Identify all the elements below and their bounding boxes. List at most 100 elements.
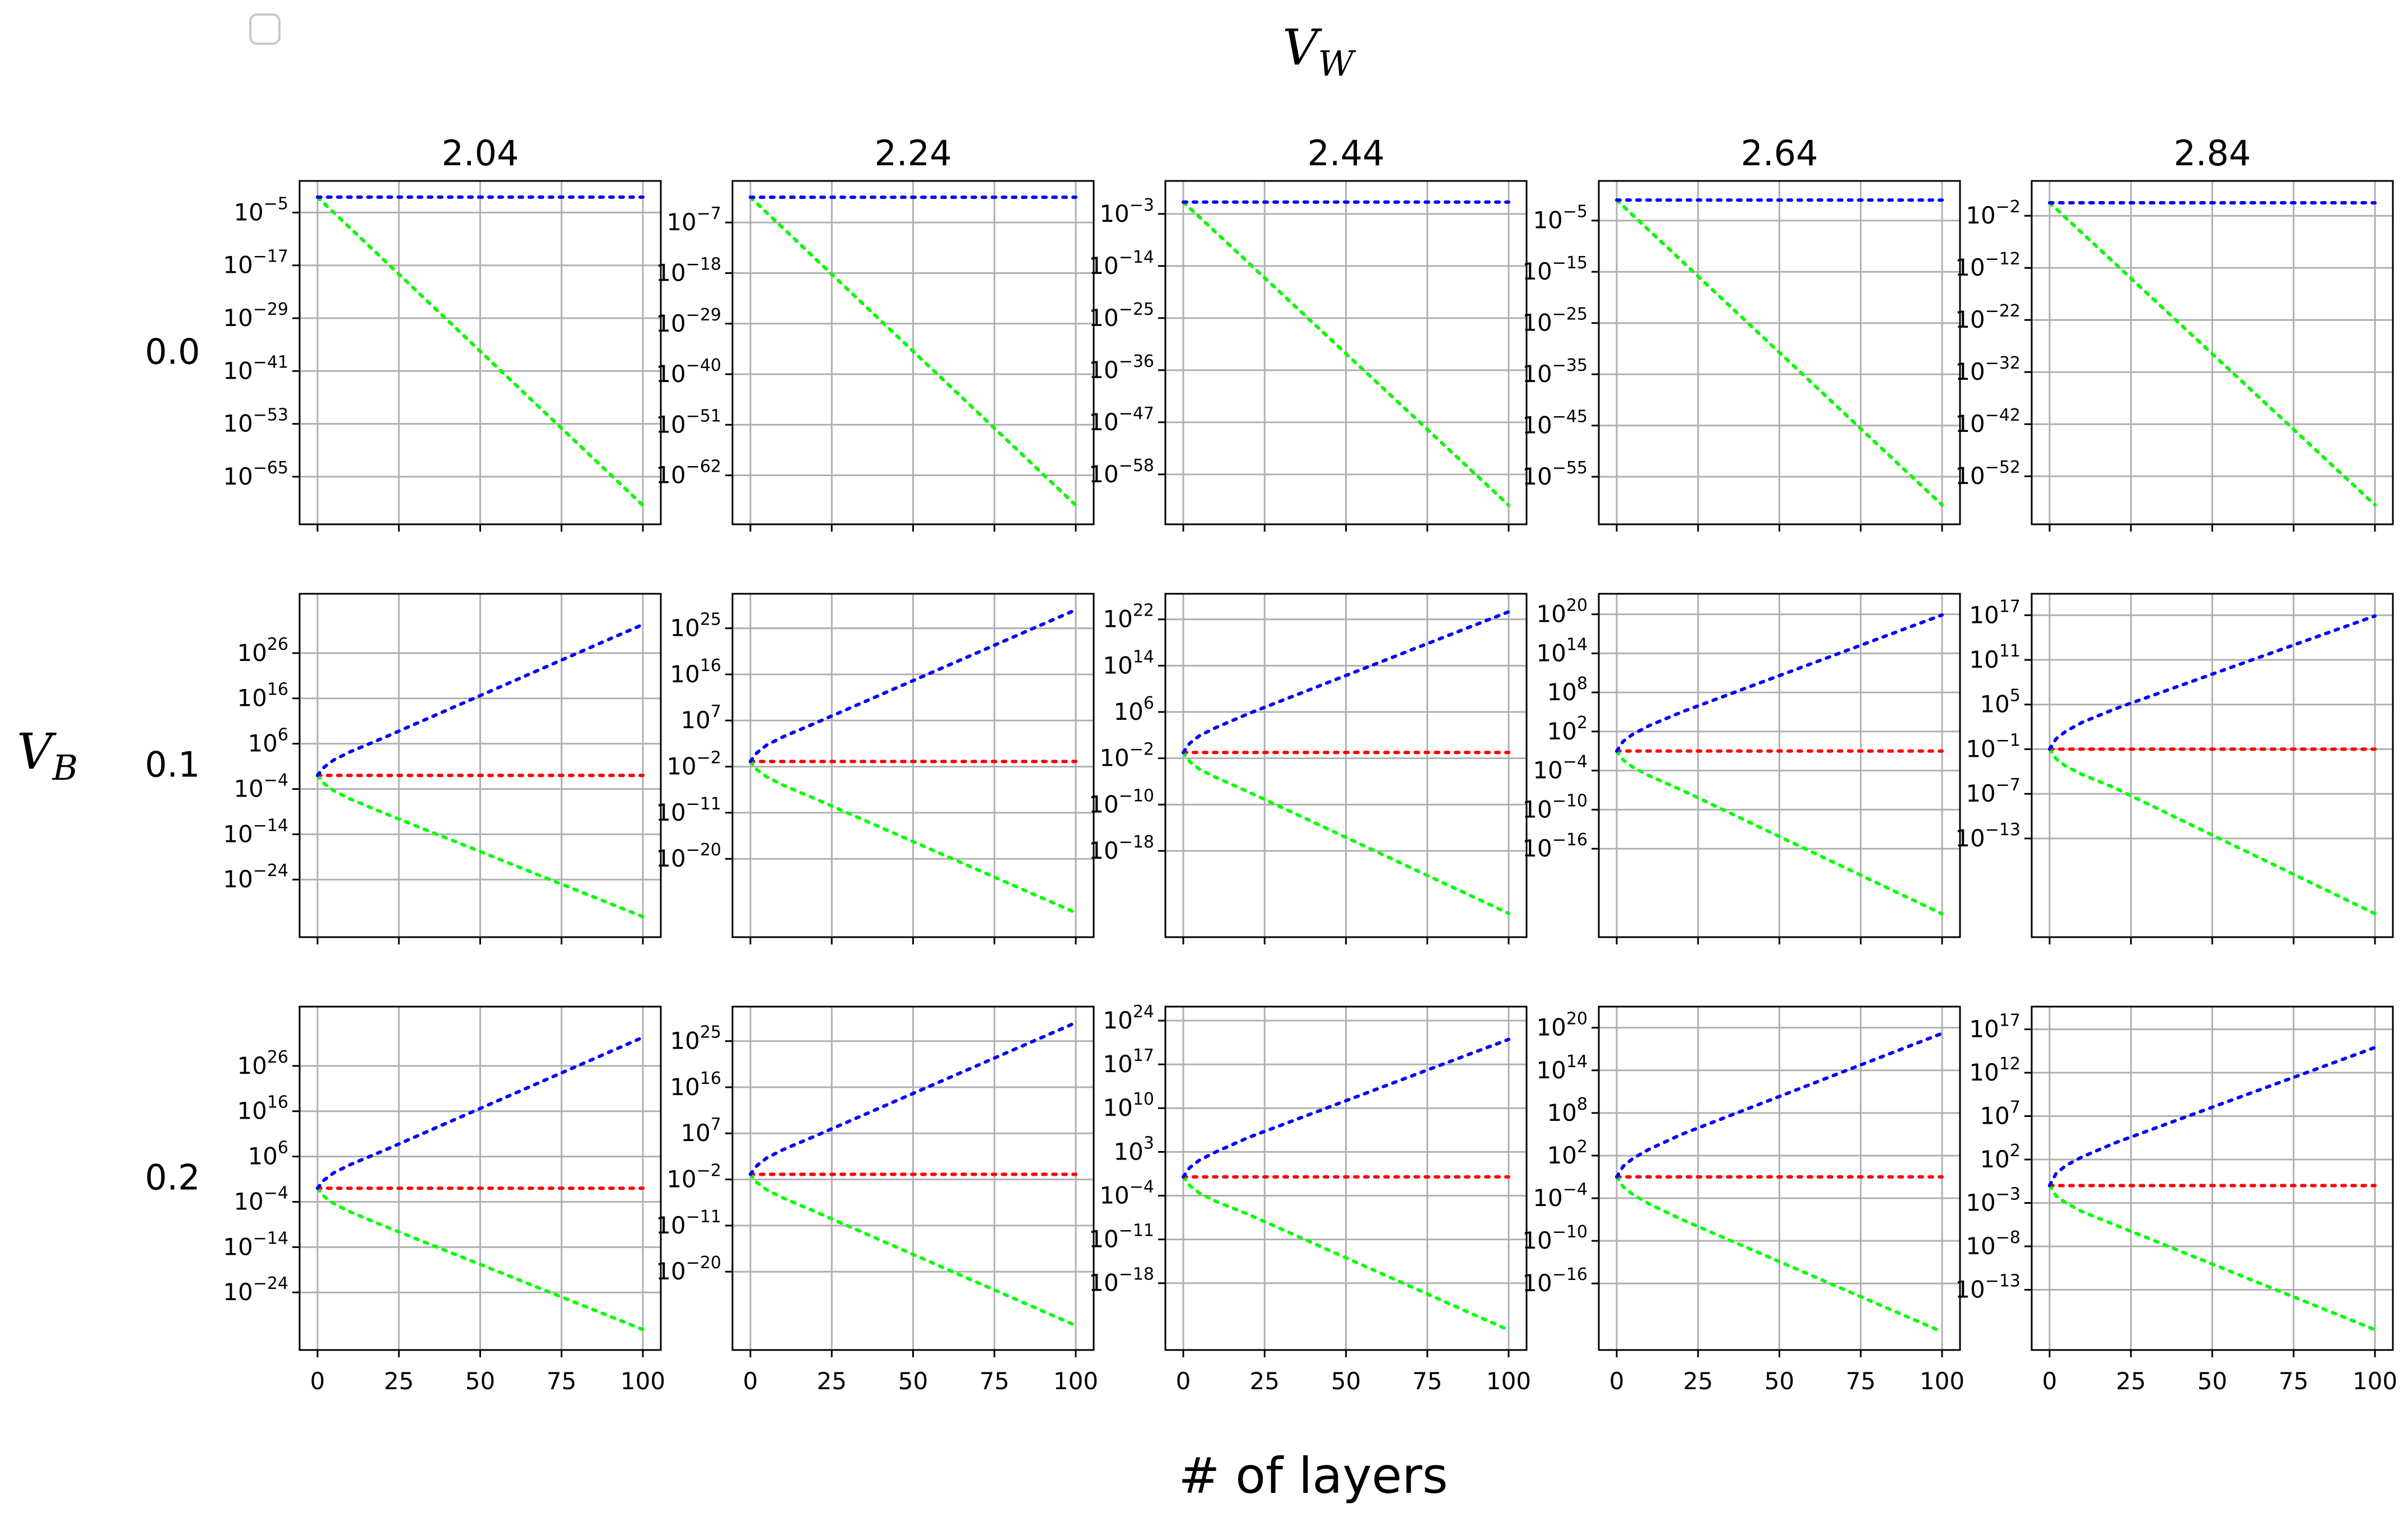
y-tick-label: 10−40 — [656, 356, 721, 388]
y-tick-label: 10−18 — [1089, 1265, 1154, 1297]
y-tick-label: 1016 — [237, 680, 288, 712]
figure-title-subscript: W — [1318, 43, 1356, 84]
x-tick-label: 50 — [465, 1367, 495, 1395]
series-line-blue — [316, 1035, 645, 1190]
panel-frame — [298, 593, 662, 938]
series-line-blue — [1182, 610, 1510, 755]
y-tick-label: 10−20 — [656, 1253, 721, 1285]
y-tick-label: 106 — [248, 725, 288, 757]
panel-frame — [1598, 1005, 1961, 1351]
panel-0.1-2.24: 1025 1016 107 10−2 10−11 10−20 — [656, 593, 1095, 944]
y-tick-label: 10−11 — [656, 1207, 721, 1239]
y-tick-label: 1016 — [237, 1093, 288, 1125]
column-label-4: 2.84 — [2173, 133, 2251, 174]
series-group — [1182, 1037, 1510, 1332]
x-tick-label: 0 — [1176, 1367, 1191, 1395]
y-tick-label: 10−8 — [1966, 1228, 2020, 1260]
y-tick-label: 10−4 — [1533, 752, 1588, 784]
panel-0.1-2.84: 1017 1011 105 10−1 10−7 10−13 — [1955, 593, 2394, 944]
y-tick-label: 10−29 — [656, 305, 721, 337]
y-tick-label: 10−5 — [1533, 202, 1588, 234]
y-tick-label: 102 — [1547, 713, 1588, 745]
y-tick-label: 1025 — [670, 610, 721, 642]
y-tick-label: 10−14 — [1089, 248, 1154, 280]
series-line-green — [1615, 198, 1944, 507]
series-line-blue — [2048, 1046, 2377, 1188]
series-line-blue — [1615, 1031, 1944, 1179]
y-tick-label: 10−22 — [1955, 301, 2020, 333]
panel-frame — [731, 593, 1095, 938]
y-tick-label: 10−14 — [223, 816, 288, 848]
series-line-green — [1182, 200, 1510, 507]
x-tick-label: 100 — [620, 1367, 665, 1395]
y-tick-label: 10−25 — [1089, 300, 1154, 332]
panel-frame — [731, 1005, 1095, 1351]
column-label-0: 2.04 — [441, 133, 519, 174]
y-tick-label: 10−24 — [223, 861, 288, 893]
y-tick-label: 107 — [680, 1115, 721, 1147]
y-tick-label: 107 — [680, 702, 721, 734]
y-tick-label: 1017 — [1969, 1011, 2020, 1043]
y-tick-label: 10−2 — [666, 748, 721, 780]
series-group — [1615, 198, 1944, 507]
series-group — [2048, 1046, 2377, 1332]
x-tick-label: 25 — [817, 1367, 847, 1395]
panel-frame — [2031, 1005, 2394, 1351]
y-tick-label: 10−20 — [656, 840, 721, 872]
x-tick-label: 75 — [1412, 1367, 1442, 1395]
y-tick-label: 108 — [1547, 674, 1588, 706]
series-line-green — [316, 1186, 645, 1332]
y-tick-label: 10−47 — [1089, 404, 1154, 436]
panel-0.2-2.84: 0 25 50 75 100 1017 1012 107 102 10−3 10−8 10−13 — [1955, 1005, 2397, 1395]
y-tick-label: 10−36 — [1089, 352, 1154, 384]
series-line-green — [2048, 1184, 2377, 1332]
y-tick-label: 10−4 — [234, 1183, 288, 1215]
checkbox-icon[interactable] — [249, 13, 281, 45]
panel-0.1-2.44: 1022 1014 106 10−2 10−10 10−18 — [1089, 593, 1528, 944]
x-tick-label: 100 — [2353, 1367, 2397, 1395]
x-tick-label: 0 — [743, 1367, 758, 1395]
y-tick-label: 10−29 — [223, 300, 288, 332]
y-tick-label: 10−11 — [1089, 1221, 1154, 1253]
y-tick-label: 1017 — [1103, 1046, 1154, 1078]
y-tick-label: 1014 — [1536, 635, 1588, 667]
y-tick-label: 10−2 — [666, 1161, 721, 1193]
series-group — [1182, 200, 1510, 507]
series-group — [1182, 610, 1510, 915]
y-tick-label: 10−13 — [1955, 1272, 2020, 1303]
x-tick-label: 75 — [2279, 1367, 2308, 1395]
panel-frame — [1598, 593, 1961, 938]
y-tick-label: 10−53 — [223, 406, 288, 437]
y-tick-label: 10−25 — [1522, 305, 1588, 337]
y-tick-label: 102 — [1980, 1141, 2020, 1173]
series-group — [316, 622, 645, 919]
figure-title: VW — [1282, 18, 1356, 84]
series-group — [1615, 1031, 1944, 1334]
y-tick-label: 10−45 — [1522, 407, 1588, 439]
series-line-blue — [749, 1021, 1077, 1176]
y-tick-label: 10−2 — [1099, 740, 1154, 772]
series-line-blue — [1615, 613, 1944, 753]
y-tick-label: 10−3 — [1099, 195, 1154, 227]
panel-frame — [1164, 1005, 1528, 1351]
series-line-blue — [749, 608, 1077, 764]
series-line-blue — [1182, 1037, 1510, 1179]
y-tick-label: 10−18 — [1089, 832, 1154, 864]
x-tick-label: 0 — [1609, 1367, 1625, 1395]
y-tick-label: 10−14 — [223, 1228, 288, 1260]
panel-0.0-2.44: 10−3 10−14 10−25 10−36 10−47 10−58 — [1089, 180, 1528, 532]
y-tick-label: 10−10 — [1522, 1222, 1588, 1254]
series-line-green — [1615, 1175, 1944, 1334]
y-tick-label: 10−24 — [223, 1274, 288, 1306]
y-tick-label: 10−51 — [656, 406, 721, 438]
series-line-green — [749, 1172, 1077, 1328]
series-line-green — [2048, 201, 2377, 507]
y-tick-label: 10−4 — [1533, 1180, 1588, 1212]
y-tick-label: 1026 — [237, 1048, 288, 1079]
series-line-green — [1182, 751, 1510, 915]
panel-0.1-2.04: 1026 1016 106 10−4 10−14 10−24 — [223, 593, 662, 944]
x-tick-label: 50 — [898, 1367, 928, 1395]
y-tick-label: 1010 — [1103, 1090, 1154, 1121]
y-tick-label: 1012 — [1969, 1054, 2020, 1086]
y-tick-label: 10−16 — [1522, 1265, 1588, 1297]
